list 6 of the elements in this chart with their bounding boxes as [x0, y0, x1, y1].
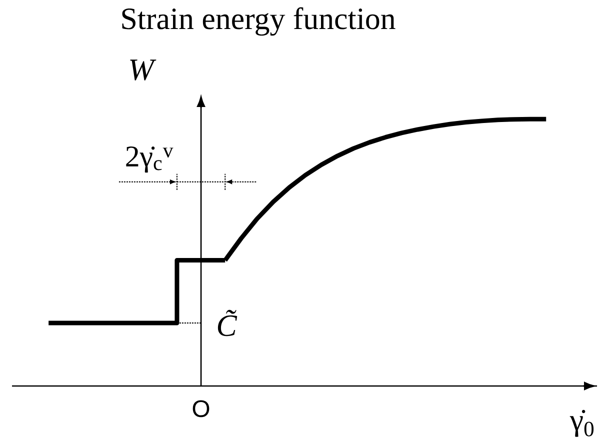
text: O — [192, 400, 210, 418]
chart-title: Strain energy function — [122, 7, 396, 36]
annotation: C̃ — [218, 310, 238, 336]
annotation: 2γ̇$_{c}$v — [126, 146, 174, 173]
x-axis-title: γ̇$_{0}$ — [570, 410, 594, 437]
y-axis-title: W — [130, 60, 156, 80]
